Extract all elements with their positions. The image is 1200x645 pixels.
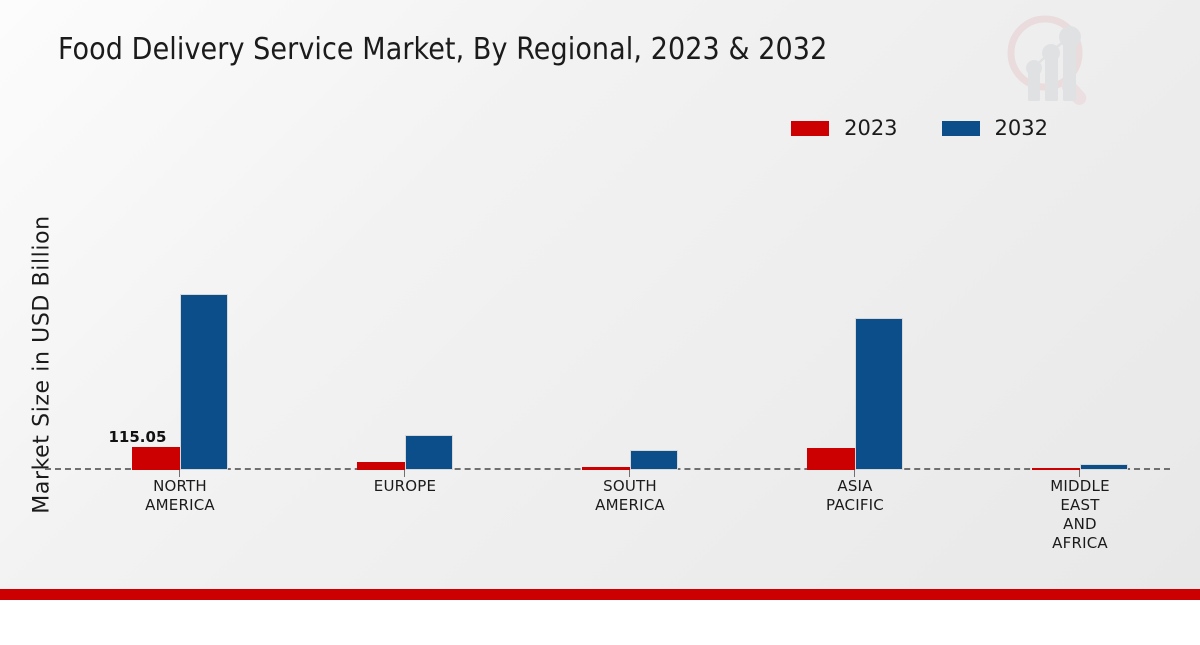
- bar-europe-2023[interactable]: [357, 462, 405, 470]
- bar-south-america-2032[interactable]: [630, 450, 678, 470]
- bars-middle-east-and-africa: [1013, 160, 1148, 470]
- bar-value-label-north-america-2023: 115.05: [108, 428, 167, 446]
- bars-south-america: [563, 160, 698, 470]
- category-label-line: AMERICA: [595, 496, 665, 514]
- watermark-logo: [997, 8, 1105, 113]
- legend-item-2032[interactable]: 2032: [941, 116, 1048, 140]
- plot-area: 115.05 NORTH AMERICA EUROPE: [45, 160, 1170, 552]
- bottom-accent-strip: [0, 589, 1200, 600]
- bar-group-asia-pacific[interactable]: ASIA PACIFIC: [788, 160, 923, 514]
- bar-europe-2032[interactable]: [405, 435, 453, 470]
- category-label-line: AND: [1063, 515, 1097, 533]
- chart-container: Food Delivery Service Market, By Regiona…: [0, 0, 1200, 600]
- bar-south-america-2023[interactable]: [582, 467, 630, 470]
- bar-asia-pacific-2032[interactable]: [855, 318, 903, 470]
- category-label-line: AFRICA: [1052, 534, 1108, 552]
- category-label-south-america: SOUTH AMERICA: [595, 477, 665, 515]
- chart-legend: 2023 2032: [791, 118, 1048, 139]
- category-label-line: AMERICA: [145, 496, 215, 514]
- legend-swatch-2032-icon: [941, 121, 980, 136]
- category-label-line: NORTH: [153, 477, 207, 495]
- bar-group-south-america[interactable]: SOUTH AMERICA: [563, 160, 698, 514]
- legend-item-2023[interactable]: 2023: [791, 116, 898, 140]
- axis-tick-middle-east-and-africa: [1079, 470, 1080, 477]
- bars-north-america: 115.05: [109, 160, 248, 470]
- category-label-line: SOUTH: [603, 477, 657, 495]
- bar-middle-east-and-africa-2032[interactable]: [1080, 464, 1128, 470]
- category-label-line: PACIFIC: [826, 496, 884, 514]
- category-label-middle-east-and-africa: MIDDLE EAST AND AFRICA: [1050, 477, 1110, 553]
- bars-europe: [338, 160, 473, 470]
- category-label-line: MIDDLE: [1050, 477, 1110, 495]
- bar-north-america-2023[interactable]: 115.05: [109, 428, 180, 470]
- axis-tick-europe: [404, 470, 405, 477]
- bars-asia-pacific: [788, 160, 923, 470]
- bar-middle-east-and-africa-2023[interactable]: [1032, 468, 1080, 470]
- axis-tick-asia-pacific: [854, 470, 855, 477]
- legend-label-2023: 2023: [844, 116, 898, 140]
- magnifier-bar-chart-logo-icon: [1007, 15, 1087, 105]
- category-label-line: EAST: [1060, 496, 1100, 514]
- bar-group-middle-east-and-africa[interactable]: MIDDLE EAST AND AFRICA: [1013, 160, 1148, 552]
- legend-swatch-2023-icon: [791, 121, 830, 136]
- chart-title: Food Delivery Service Market, By Regiona…: [58, 32, 828, 67]
- bar-group-north-america[interactable]: 115.05 NORTH AMERICA: [109, 160, 248, 514]
- category-label-line: ASIA: [837, 477, 873, 495]
- axis-tick-north-america: [179, 470, 180, 477]
- category-label-europe: EUROPE: [374, 477, 436, 496]
- category-label-asia-pacific: ASIA PACIFIC: [826, 477, 884, 515]
- category-label-line: EUROPE: [373, 477, 437, 495]
- bar-asia-pacific-2023[interactable]: [807, 448, 855, 470]
- axis-tick-south-america: [629, 470, 630, 477]
- bar-group-europe[interactable]: EUROPE: [338, 160, 473, 495]
- category-label-north-america: NORTH AMERICA: [145, 477, 215, 515]
- bar-north-america-2032[interactable]: [180, 294, 228, 470]
- legend-label-2032: 2032: [994, 116, 1048, 140]
